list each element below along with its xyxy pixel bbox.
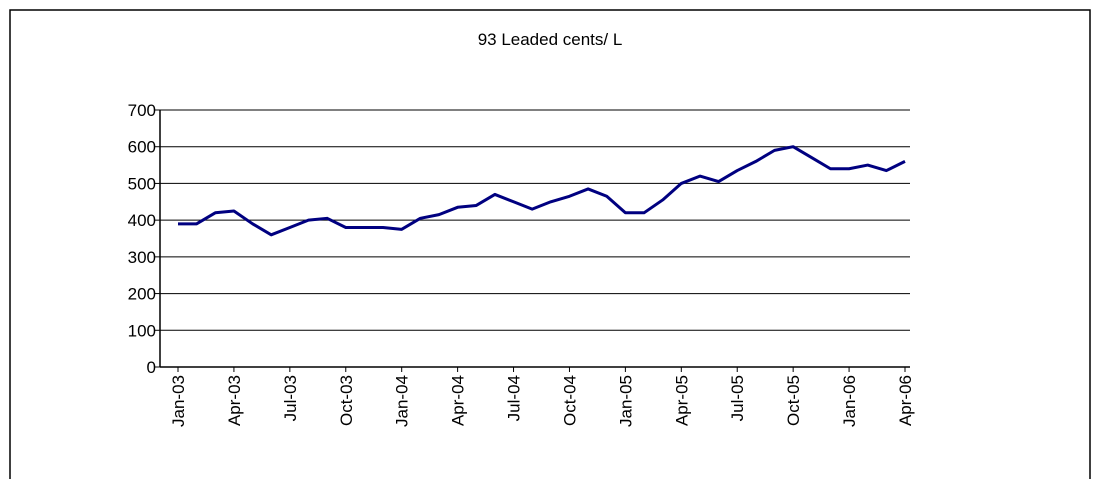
x-tick-label: Jan-04: [393, 375, 412, 427]
x-tick-label: Apr-06: [896, 375, 915, 426]
y-tick-label: 700: [128, 101, 156, 120]
x-tick-label: Oct-05: [784, 375, 803, 426]
line-series: [178, 145, 906, 237]
y-tick-label: 300: [128, 248, 156, 267]
x-tick-label: Oct-04: [560, 375, 579, 426]
y-tick-label: 200: [128, 285, 156, 304]
x-tick-label: Apr-04: [449, 375, 468, 426]
y-tick-label: 0: [147, 358, 156, 377]
x-tick-label: Jul-05: [728, 375, 747, 421]
x-tick-label: Apr-05: [672, 375, 691, 426]
x-tick-label: Apr-03: [225, 375, 244, 426]
chart-frame: [9, 9, 1091, 479]
x-tick-label: Oct-03: [337, 375, 356, 426]
y-tick-label: 600: [128, 138, 156, 157]
y-tick-label: 400: [128, 211, 156, 230]
x-tick-label: Jan-05: [616, 375, 635, 427]
x-tick-label: Jul-04: [505, 375, 524, 421]
y-tick-label: 500: [128, 174, 156, 193]
chart-title: 93 Leaded cents/ L: [478, 30, 623, 49]
x-tick-label: Jan-06: [840, 375, 859, 427]
x-tick-label: Jan-03: [169, 375, 188, 427]
x-tick-label: Jul-03: [281, 375, 300, 421]
y-tick-label: 100: [128, 321, 156, 340]
